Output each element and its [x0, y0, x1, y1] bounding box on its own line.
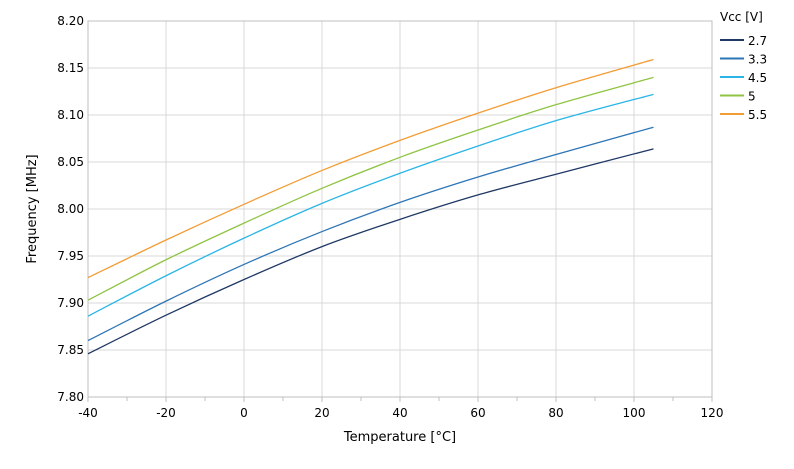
legend-title: Vcc [V]	[720, 10, 763, 24]
x-axis-title: Temperature [°C]	[343, 430, 456, 445]
y-tick-label: 7.85	[57, 343, 84, 357]
series-line-3.3	[87, 126, 654, 342]
legend-label-4.5: 4.5	[748, 71, 767, 85]
series-line-5	[87, 76, 654, 301]
y-tick-label: 8.00	[57, 202, 84, 216]
legend-label-5.5: 5.5	[748, 108, 767, 122]
x-tick-label: 120	[701, 406, 724, 420]
y-tick-label: 8.10	[57, 108, 84, 122]
x-tick-label: -40	[78, 406, 98, 420]
series-line-5.5	[87, 58, 654, 279]
legend: Vcc [V] 2.7 3.3 4.5 5 5.5	[720, 10, 767, 122]
x-tick-label: 60	[470, 406, 485, 420]
y-tick-label: 7.95	[57, 249, 84, 263]
grid-lines	[87, 20, 713, 398]
y-tick-label: 8.05	[57, 155, 84, 169]
x-tick-label: -20	[156, 406, 176, 420]
x-tick-label: 0	[240, 406, 248, 420]
legend-label-3.3: 3.3	[748, 53, 767, 67]
x-tick-label: 100	[623, 406, 646, 420]
y-tick-label: 7.80	[57, 390, 84, 404]
y-tick-label: 7.90	[57, 296, 84, 310]
series-line-4.5	[87, 93, 654, 317]
x-tick-label: 20	[314, 406, 329, 420]
legend-label-2.7: 2.7	[748, 34, 767, 48]
y-tick-label: 8.15	[57, 61, 84, 75]
series-lines	[87, 58, 654, 355]
x-tick-label: 40	[392, 406, 407, 420]
y-tick-label: 8.20	[57, 14, 84, 28]
legend-label-5: 5	[748, 90, 756, 104]
axis-ticks: -40 -20 0 20 40 60 80 100 120 7.80 7.85 7.90 7.95 8.0…	[57, 14, 723, 420]
x-tick-label: 80	[548, 406, 563, 420]
y-axis-title: Frequency [MHz]	[25, 154, 40, 263]
series-line-2.7	[87, 148, 654, 355]
